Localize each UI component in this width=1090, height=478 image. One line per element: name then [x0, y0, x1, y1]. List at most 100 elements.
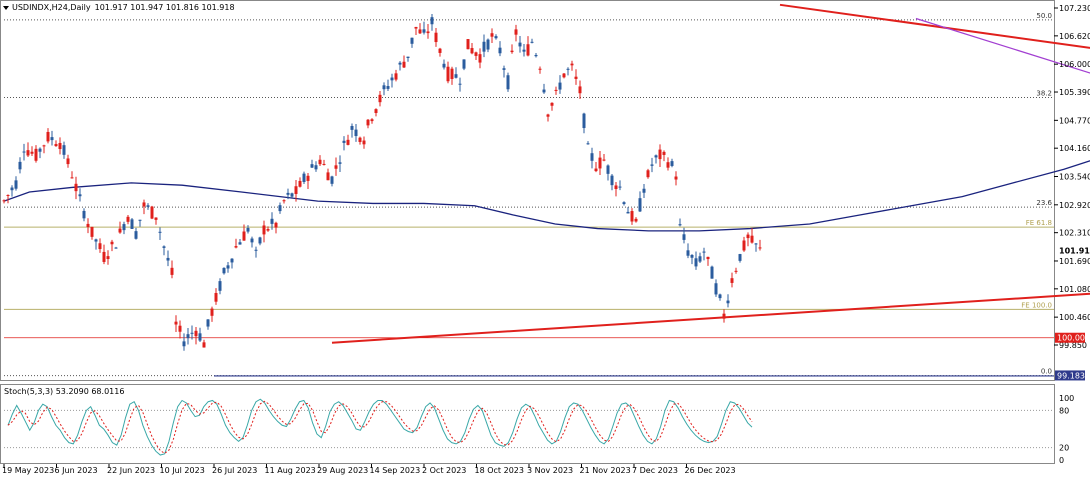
candle-body — [722, 313, 726, 319]
candle-body — [430, 17, 434, 25]
time-tick-label: 29 Aug 2023 — [317, 466, 368, 475]
moving-average — [3, 160, 1090, 232]
candle-body — [418, 29, 422, 34]
trend-lines[interactable] — [331, 3, 1090, 354]
candle-body — [138, 219, 142, 221]
candle-body — [238, 242, 242, 245]
candle-body — [298, 180, 302, 187]
candles — [2, 14, 762, 351]
candle-body — [726, 300, 730, 304]
candle-body — [34, 148, 38, 161]
candle-body — [102, 251, 106, 262]
candle-body — [74, 183, 78, 192]
candle-body — [450, 68, 454, 79]
candle-body — [478, 54, 482, 63]
time-tick-label: 26 Jul 2023 — [212, 466, 257, 475]
candle-body — [262, 225, 266, 235]
candle-body — [694, 258, 698, 267]
candle-body — [230, 258, 234, 263]
candle-body — [90, 226, 94, 237]
candle-body — [158, 231, 162, 233]
candle-body — [182, 341, 186, 347]
candle-body — [602, 159, 606, 161]
candle-body — [70, 177, 74, 179]
price-tag-label: 100.009 — [1057, 334, 1090, 343]
candle-body — [598, 157, 602, 169]
candle-body — [402, 61, 406, 68]
price-tag-label: 99.183 — [1057, 371, 1085, 380]
candle-body — [106, 256, 110, 259]
candle-body — [462, 59, 466, 69]
candle-body — [710, 266, 714, 279]
candle-body — [758, 247, 762, 249]
candle-body — [294, 186, 298, 194]
candle-body — [606, 165, 610, 174]
candle-body — [266, 229, 270, 231]
time-tick-label: 19 May 2023 — [2, 466, 54, 475]
stoch-tick-label: 20 — [1059, 444, 1069, 453]
candle-body — [526, 44, 530, 56]
fib-level-label: 0.0 — [1041, 368, 1052, 376]
time-tick-label: 3 Nov 2023 — [527, 466, 573, 475]
candle-body — [274, 222, 278, 228]
current-price-label: 101.918 — [1059, 247, 1090, 256]
candle-body — [174, 321, 178, 325]
candle-body — [314, 165, 318, 170]
candle-body — [730, 278, 734, 283]
candle-body — [250, 238, 254, 243]
candle-body — [322, 163, 326, 165]
candle-body — [530, 41, 534, 43]
candle-body — [550, 102, 554, 106]
candle-body — [754, 243, 758, 245]
price-tick-label: 101.080 — [1059, 285, 1090, 294]
candle-body — [82, 210, 86, 219]
candle-body — [170, 267, 174, 275]
candle-body — [66, 158, 70, 165]
ma-line — [3, 160, 1090, 232]
candle-body — [126, 216, 130, 222]
price-tick-label: 106.620 — [1059, 32, 1090, 41]
stoch-tick-label: 100 — [1059, 394, 1074, 403]
candle-body — [574, 76, 578, 79]
time-tick-label: 22 Jun 2023 — [107, 466, 155, 475]
candle-body — [738, 254, 742, 261]
candle-body — [490, 33, 494, 37]
price-tags: 100.009 99.183 — [1055, 332, 1090, 381]
candle-body — [302, 173, 306, 182]
candle-body — [434, 32, 438, 43]
candle-body — [222, 267, 226, 274]
candle-body — [214, 292, 218, 302]
stoch-label: Stoch(5,3,3) 53.2090 68.0116 — [4, 387, 124, 396]
candle-body — [642, 188, 646, 193]
candle-body — [562, 73, 566, 78]
candle-body — [742, 240, 746, 251]
candle-body — [538, 68, 542, 70]
candle-body — [682, 234, 686, 240]
candle-body — [714, 283, 718, 295]
triangle-down-icon[interactable] — [3, 6, 9, 10]
candle-body — [254, 249, 258, 251]
candle-body — [706, 256, 710, 260]
candle-body — [30, 151, 34, 154]
candle-body — [554, 89, 558, 91]
candle-body — [654, 155, 658, 158]
candle-body — [94, 239, 98, 242]
candle-body — [510, 50, 514, 53]
candle-body — [678, 224, 682, 226]
candle-body — [350, 126, 354, 130]
candle-body — [442, 63, 446, 68]
candle-body — [130, 219, 134, 229]
candle-body — [578, 86, 582, 94]
time-tick-label: 26 Dec 2023 — [685, 466, 736, 475]
price-tick-label: 106.000 — [1059, 60, 1090, 69]
fib-level-label: FE 100.0 — [1021, 301, 1052, 309]
fib-level-label: FE 61.8 — [1026, 219, 1052, 227]
candle-body — [390, 77, 394, 81]
stoch-pane-frame — [0, 384, 1055, 464]
candle-body — [366, 119, 370, 126]
candle-body — [194, 330, 198, 337]
candle-body — [198, 333, 202, 341]
candle-body — [10, 187, 14, 191]
time-tick-label: 7 Dec 2023 — [632, 466, 678, 475]
